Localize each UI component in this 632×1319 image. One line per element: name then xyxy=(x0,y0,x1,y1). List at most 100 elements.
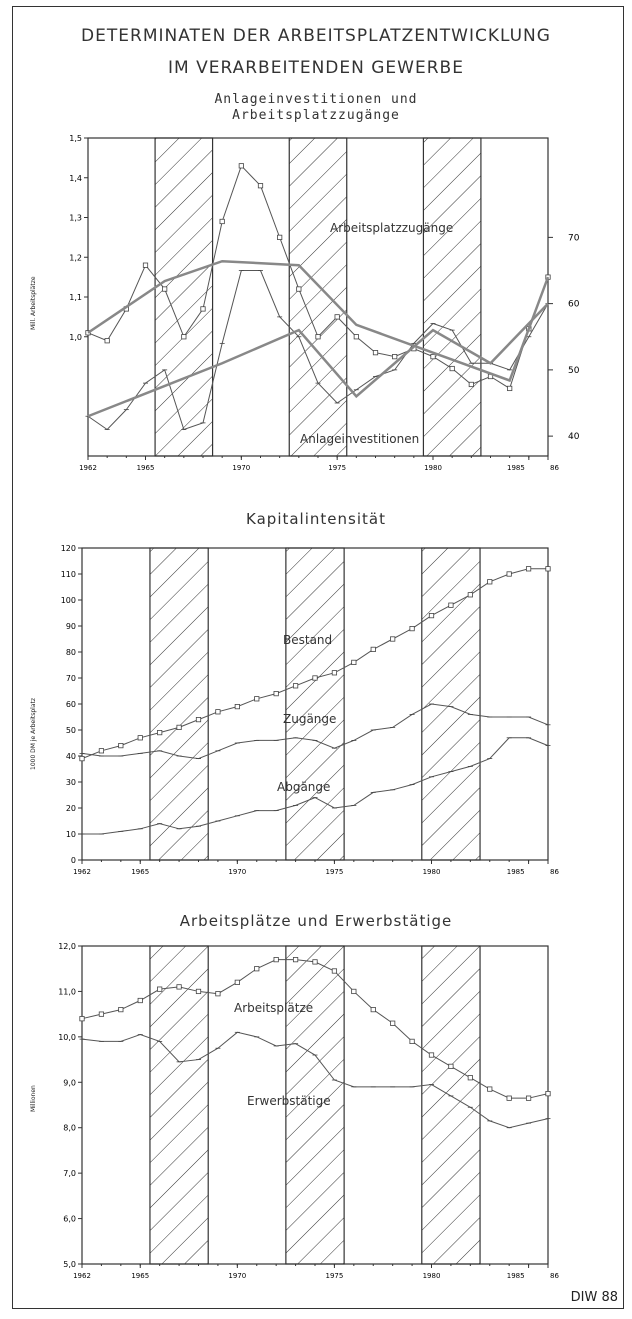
x-tick-label-1-6: 86 xyxy=(550,868,559,876)
chart1-title-line1: Anlageinvestitionen und xyxy=(214,92,418,107)
point-1-0-12 xyxy=(312,675,318,681)
point-1-0-3 xyxy=(137,735,143,741)
point-2-0-14 xyxy=(351,988,357,995)
point-1-0-4 xyxy=(157,730,163,736)
point-0-0-10 xyxy=(277,234,283,240)
x-tick-label-0-3: 1975 xyxy=(328,464,346,472)
y-tick-label-2-0: 12,0 xyxy=(58,942,76,951)
point-2-0-23 xyxy=(525,1095,532,1101)
x-tick-label-0-2: 1970 xyxy=(232,464,250,472)
y-tick-label-2-6: 6,0 xyxy=(63,1215,76,1224)
point-1-0-23 xyxy=(525,566,532,572)
point-1-0-8 xyxy=(234,704,240,710)
x-tick-label-2-3: 1975 xyxy=(326,1272,344,1280)
point-1-0-7 xyxy=(215,709,221,715)
y-tick-label-1-10: 20 xyxy=(66,804,76,813)
point-2-0-13 xyxy=(331,968,338,974)
point-1-0-18 xyxy=(428,613,435,619)
y-tick-label-1-5: 70 xyxy=(66,674,76,683)
main-title-line1: DETERMINATEN DER ARBEITSPLATZENTWICKLUNG xyxy=(81,26,551,46)
x-tick-label-2-0: 1962 xyxy=(73,1272,91,1280)
y-tick-label-0-0: 1,5 xyxy=(69,134,82,143)
point-2-0-22 xyxy=(506,1095,512,1101)
y-tick-label-1-0: 120 xyxy=(61,544,76,553)
y2-tick-label-1: 60 xyxy=(568,300,580,310)
point-0-0-14 xyxy=(353,334,359,340)
chart1-title-line2: Arbeitsplatzzugänge xyxy=(232,108,400,123)
point-2-0-24 xyxy=(545,1091,551,1097)
series-label-1-1: Zugänge xyxy=(283,712,336,726)
point-1-0-10 xyxy=(273,691,279,697)
point-2-0-21 xyxy=(487,1086,493,1092)
point-2-0-7 xyxy=(215,991,221,997)
y-tick-label-1-7: 50 xyxy=(66,726,76,735)
point-2-0-8 xyxy=(234,979,240,985)
series-label-2-1: Erwerbstätige xyxy=(247,1094,331,1108)
point-0-0-4 xyxy=(162,286,168,292)
point-2-0-4 xyxy=(157,986,163,992)
point-1-0-20 xyxy=(467,592,473,598)
point-2-0-12 xyxy=(312,959,318,965)
point-1-0-15 xyxy=(370,646,376,653)
trend-line-arbeitsplatzzugaenge xyxy=(87,259,550,383)
y-tick-label-0-3: 1,2 xyxy=(69,253,82,262)
x-tick-label-2-1: 1965 xyxy=(131,1272,149,1280)
point-2-0-0 xyxy=(79,1016,85,1022)
point-1-0-5 xyxy=(176,724,182,731)
chart3-title: Arbeitsplätze und Erwerbstätige xyxy=(179,912,453,930)
point-0-0-13 xyxy=(334,314,340,320)
point-0-0-19 xyxy=(449,365,455,372)
y-tick-label-2-7: 5,0 xyxy=(63,1260,76,1269)
recession-band-1-0 xyxy=(149,547,209,861)
point-2-0-9 xyxy=(254,966,260,972)
point-0-0-7 xyxy=(219,218,225,225)
figure-frame xyxy=(12,6,624,1309)
point-2-0-16 xyxy=(390,1020,396,1026)
x-tick-label-2-2: 1970 xyxy=(228,1272,246,1280)
x-tick-label-2-6: 86 xyxy=(550,1272,559,1280)
point-0-0-6 xyxy=(200,306,206,312)
x-tick-label-1-3: 1975 xyxy=(326,868,344,876)
trend-line-anlageinvestitionen xyxy=(87,302,549,418)
y-tick-label-2-2: 10,0 xyxy=(58,1033,76,1042)
point-1-0-1 xyxy=(98,748,105,754)
y2-tick-label-3: 40 xyxy=(568,432,580,442)
point-2-0-18 xyxy=(428,1052,435,1058)
recession-band-2-2 xyxy=(421,945,481,1265)
point-1-0-0 xyxy=(79,756,85,762)
recession-band-2-1 xyxy=(285,945,345,1265)
y2-tick-label-0: 70 xyxy=(568,233,580,243)
point-2-0-1 xyxy=(98,1011,105,1017)
y-tick-label-0-2: 1,3 xyxy=(69,214,82,223)
point-0-0-16 xyxy=(392,354,398,360)
point-1-0-17 xyxy=(409,626,415,632)
point-2-0-5 xyxy=(176,984,182,990)
point-0-0-22 xyxy=(507,385,513,392)
recession-band-0-2 xyxy=(422,137,482,457)
y2-tick-label-2: 50 xyxy=(568,366,580,376)
y-tick-label-1-4: 80 xyxy=(66,648,76,657)
y-tick-label-1-12: 0 xyxy=(71,856,76,865)
x-tick-label-1-4: 1980 xyxy=(423,868,441,876)
point-0-0-5 xyxy=(181,334,187,340)
y-tick-label-2-5: 7,0 xyxy=(63,1169,76,1178)
point-0-0-15 xyxy=(372,350,379,356)
point-0-0-8 xyxy=(238,163,244,169)
point-2-0-10 xyxy=(273,957,279,963)
point-0-0-12 xyxy=(315,334,321,340)
recession-band-1-1 xyxy=(285,547,345,861)
x-tick-label-2-4: 1980 xyxy=(423,1272,441,1280)
x-tick-label-1-0: 1962 xyxy=(73,868,91,876)
point-2-0-19 xyxy=(448,1063,454,1069)
x-tick-label-0-5: 1985 xyxy=(507,464,525,472)
y-tick-label-1-1: 110 xyxy=(61,570,76,579)
recession-band-0-0 xyxy=(154,137,214,457)
y-tick-label-0-5: 1,0 xyxy=(69,333,82,342)
series-label-0-1: Anlageinvestitionen xyxy=(300,432,419,446)
x-tick-label-2-5: 1985 xyxy=(507,1272,525,1280)
point-1-0-9 xyxy=(254,696,260,702)
point-2-0-15 xyxy=(370,1007,376,1013)
series-label-1-2: Abgänge xyxy=(277,780,330,794)
y-tick-label-1-2: 100 xyxy=(61,596,76,605)
